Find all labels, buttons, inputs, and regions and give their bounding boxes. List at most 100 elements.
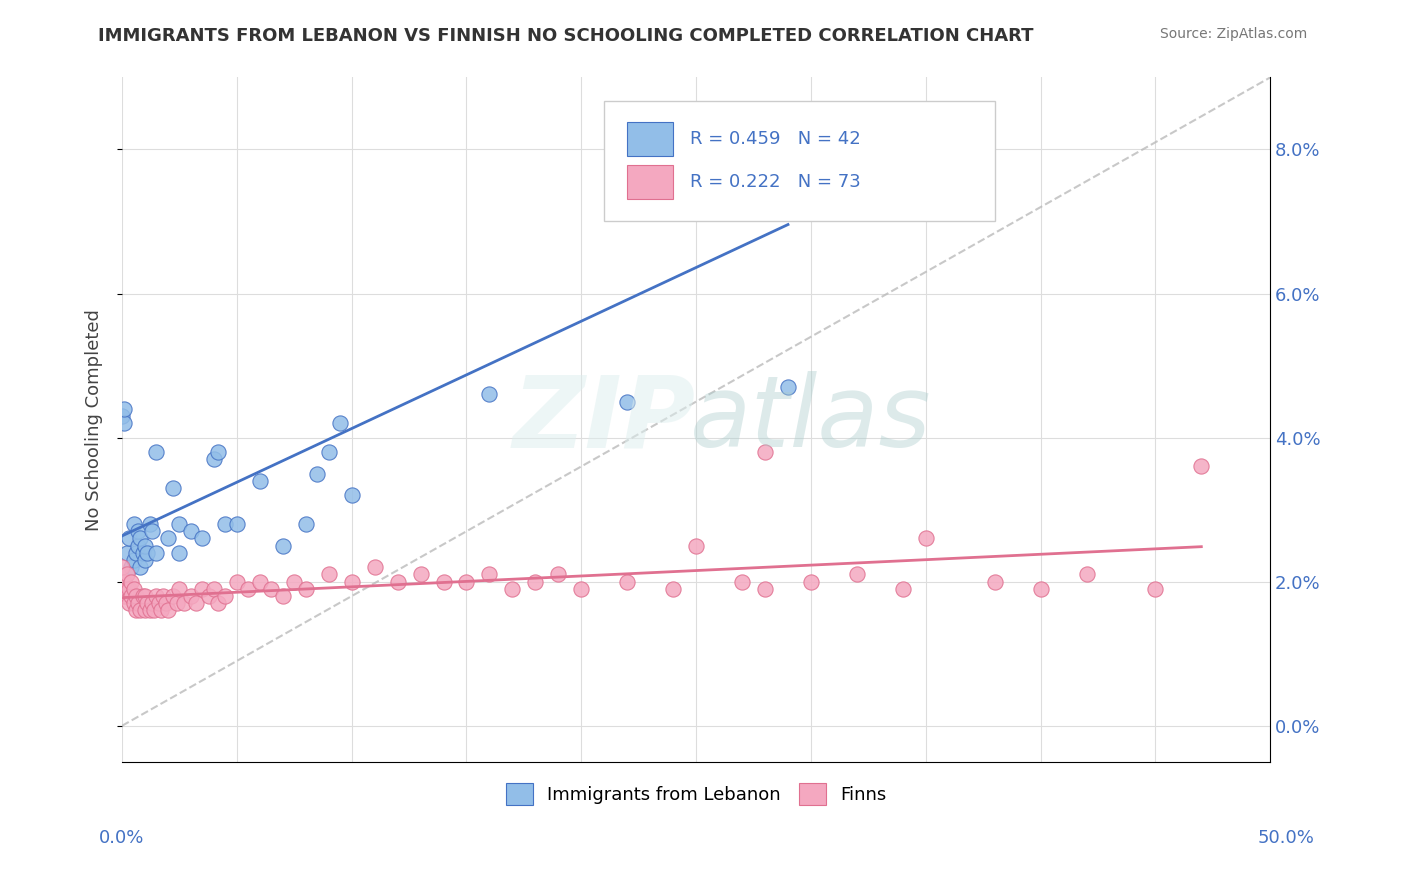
Point [207, 596, 229, 610]
Point [318, 445, 340, 459]
Point [1076, 567, 1098, 582]
Point [845, 567, 868, 582]
Text: R = 0.459   N = 42: R = 0.459 N = 42 [690, 130, 860, 148]
Point [156, 532, 179, 546]
Point [134, 589, 156, 603]
Point [120, 589, 142, 603]
Point [1189, 459, 1212, 474]
Point [169, 582, 191, 596]
Point [283, 574, 305, 589]
Point [409, 567, 432, 582]
Point [134, 553, 156, 567]
Point [294, 582, 316, 596]
Point [340, 574, 363, 589]
Point [148, 596, 170, 610]
Point [162, 589, 184, 603]
Point [1144, 582, 1167, 596]
Point [914, 532, 936, 546]
Y-axis label: No Schooling Completed: No Schooling Completed [86, 309, 103, 531]
Point [891, 582, 914, 596]
Point [191, 582, 214, 596]
Point [456, 574, 478, 589]
Point [685, 539, 707, 553]
Point [156, 603, 179, 617]
Point [166, 596, 188, 610]
Point [1029, 582, 1052, 596]
Point [145, 589, 167, 603]
Point [125, 589, 148, 603]
Text: Source: ZipAtlas.com: Source: ZipAtlas.com [1160, 27, 1308, 41]
Point [115, 582, 138, 596]
Point [129, 560, 152, 574]
Point [180, 589, 202, 603]
Point [754, 582, 776, 596]
Point [478, 387, 501, 401]
Point [118, 532, 141, 546]
Point [207, 445, 229, 459]
Point [271, 589, 294, 603]
Point [122, 596, 145, 610]
Point [225, 574, 247, 589]
Text: IMMIGRANTS FROM LEBANON VS FINNISH NO SCHOOLING COMPLETED CORRELATION CHART: IMMIGRANTS FROM LEBANON VS FINNISH NO SC… [98, 27, 1033, 45]
Point [340, 488, 363, 502]
Point [271, 539, 294, 553]
Point [145, 546, 167, 560]
Point [983, 574, 1005, 589]
Point [122, 582, 145, 596]
Point [238, 582, 260, 596]
Point [169, 546, 191, 560]
Point [112, 574, 135, 589]
Point [118, 596, 141, 610]
Point [152, 589, 174, 603]
Text: R = 0.222   N = 73: R = 0.222 N = 73 [690, 173, 860, 191]
Point [202, 452, 225, 467]
Point [111, 560, 134, 574]
Point [118, 582, 141, 596]
Point [329, 416, 352, 430]
Point [191, 532, 214, 546]
Point [143, 603, 166, 617]
Point [127, 524, 149, 539]
Text: atlas: atlas [690, 371, 932, 468]
Point [150, 603, 173, 617]
Point [249, 474, 271, 488]
Point [120, 560, 142, 574]
Point [214, 517, 236, 532]
Point [198, 589, 221, 603]
Point [132, 546, 155, 560]
Point [478, 567, 501, 582]
Point [141, 596, 163, 610]
Point [136, 546, 159, 560]
Point [169, 517, 191, 532]
Point [524, 574, 547, 589]
Point [387, 574, 409, 589]
Point [138, 517, 160, 532]
Point [173, 596, 195, 610]
Point [569, 582, 592, 596]
Point [145, 445, 167, 459]
Point [155, 596, 177, 610]
Point [214, 589, 236, 603]
Point [125, 603, 148, 617]
Point [202, 582, 225, 596]
Point [260, 582, 283, 596]
Point [307, 467, 329, 481]
Text: ZIP: ZIP [513, 371, 696, 468]
Point [432, 574, 454, 589]
Point [616, 574, 638, 589]
Point [122, 517, 145, 532]
Point [249, 574, 271, 589]
Point [294, 517, 316, 532]
Legend: Immigrants from Lebanon, Finns: Immigrants from Lebanon, Finns [496, 774, 896, 814]
Bar [627, 122, 673, 156]
Point [111, 409, 134, 423]
Point [134, 603, 156, 617]
Point [731, 574, 754, 589]
Point [120, 574, 142, 589]
Point [129, 532, 152, 546]
Point [129, 603, 152, 617]
Text: 0.0%: 0.0% [98, 829, 143, 847]
Point [112, 416, 135, 430]
Text: 50.0%: 50.0% [1258, 829, 1315, 847]
Point [318, 567, 340, 582]
